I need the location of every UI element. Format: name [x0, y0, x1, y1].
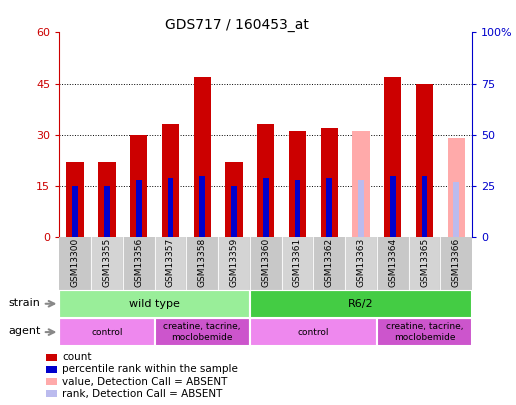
- Text: rank, Detection Call = ABSENT: rank, Detection Call = ABSENT: [62, 389, 222, 399]
- Bar: [59, 318, 155, 346]
- Bar: [377, 237, 409, 290]
- Text: GSM13360: GSM13360: [261, 238, 270, 287]
- Text: creatine, tacrine,
moclobemide: creatine, tacrine, moclobemide: [386, 322, 463, 342]
- Bar: [377, 318, 472, 346]
- Bar: [327, 178, 332, 237]
- Bar: [186, 237, 218, 290]
- Bar: [358, 180, 364, 237]
- Bar: [130, 134, 148, 237]
- Bar: [454, 182, 459, 237]
- Text: GSM13300: GSM13300: [71, 238, 79, 287]
- Bar: [231, 186, 237, 237]
- Bar: [168, 178, 173, 237]
- Bar: [136, 180, 141, 237]
- Bar: [155, 318, 250, 346]
- Text: GSM13359: GSM13359: [230, 238, 238, 287]
- Text: strain: strain: [9, 298, 41, 308]
- Text: GSM13361: GSM13361: [293, 238, 302, 287]
- Text: control: control: [91, 328, 123, 337]
- Text: GDS717 / 160453_at: GDS717 / 160453_at: [166, 18, 309, 32]
- Bar: [194, 77, 211, 237]
- Bar: [447, 138, 465, 237]
- Bar: [250, 237, 282, 290]
- Bar: [218, 237, 250, 290]
- Bar: [104, 186, 110, 237]
- Text: GSM13362: GSM13362: [325, 238, 334, 287]
- Bar: [352, 131, 370, 237]
- Text: GSM13357: GSM13357: [166, 238, 175, 287]
- Bar: [225, 162, 243, 237]
- Bar: [59, 290, 250, 318]
- Bar: [313, 237, 345, 290]
- Bar: [263, 178, 269, 237]
- Bar: [123, 237, 155, 290]
- Bar: [59, 237, 91, 290]
- Text: GSM13363: GSM13363: [357, 238, 365, 287]
- Bar: [440, 237, 472, 290]
- Bar: [416, 83, 433, 237]
- Bar: [98, 162, 116, 237]
- Bar: [250, 290, 472, 318]
- Text: creatine, tacrine,
moclobemide: creatine, tacrine, moclobemide: [164, 322, 241, 342]
- Bar: [289, 131, 306, 237]
- Text: value, Detection Call = ABSENT: value, Detection Call = ABSENT: [62, 377, 227, 386]
- Bar: [250, 318, 377, 346]
- Bar: [282, 237, 313, 290]
- Bar: [257, 124, 275, 237]
- Bar: [422, 176, 427, 237]
- Bar: [295, 180, 300, 237]
- Bar: [409, 237, 440, 290]
- Text: wild type: wild type: [129, 299, 180, 309]
- Text: percentile rank within the sample: percentile rank within the sample: [62, 364, 238, 374]
- Text: agent: agent: [9, 326, 41, 336]
- Text: GSM13366: GSM13366: [452, 238, 461, 287]
- Bar: [67, 162, 84, 237]
- Bar: [72, 186, 78, 237]
- Text: GSM13356: GSM13356: [134, 238, 143, 287]
- Bar: [91, 237, 123, 290]
- Bar: [162, 124, 179, 237]
- Text: R6/2: R6/2: [348, 299, 374, 309]
- Bar: [320, 128, 338, 237]
- Bar: [199, 176, 205, 237]
- Bar: [384, 77, 401, 237]
- Text: GSM13355: GSM13355: [103, 238, 111, 287]
- Text: GSM13358: GSM13358: [198, 238, 207, 287]
- Bar: [390, 176, 396, 237]
- Text: GSM13364: GSM13364: [388, 238, 397, 287]
- Text: count: count: [62, 352, 91, 362]
- Text: control: control: [298, 328, 329, 337]
- Bar: [345, 237, 377, 290]
- Bar: [155, 237, 186, 290]
- Text: GSM13365: GSM13365: [420, 238, 429, 287]
